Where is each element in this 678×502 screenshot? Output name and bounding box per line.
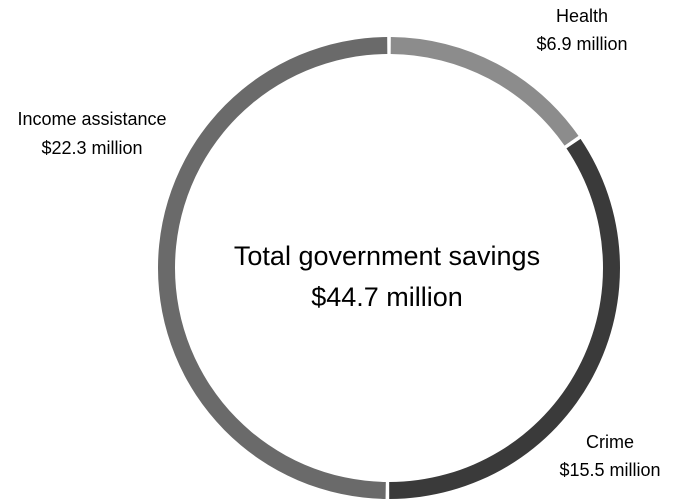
slice-crime [389,138,620,499]
slice-label-income-assistance-name: Income assistance [17,109,166,129]
slice-label-health-value: $6.9 million [536,34,627,54]
slice-label-crime-name: Crime [586,432,634,452]
slice-label-health-name: Health [556,6,608,26]
center-label-line2: $44.7 million [311,282,463,312]
slice-label-income-assistance-value: $22.3 million [41,138,142,158]
donut-slices [157,37,620,499]
slice-health [390,37,579,146]
slice-label-crime-value: $15.5 million [559,460,660,480]
center-label-line1: Total government savings [234,241,540,271]
